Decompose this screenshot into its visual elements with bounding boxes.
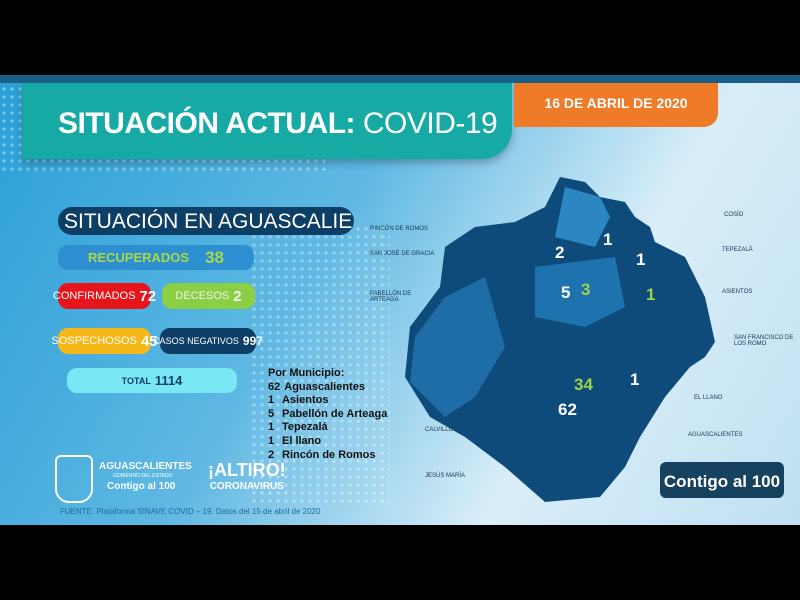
map-state-shape bbox=[405, 177, 715, 502]
date-badge: 16 DE ABRIL DE 2020 bbox=[514, 83, 718, 127]
sospechosos-pill: SOSPECHOSOS 45 bbox=[51, 328, 158, 354]
infographic-slide: SITUACIÓN ACTUAL: COVID-19 16 DE ABRIL D… bbox=[0, 75, 800, 525]
dot-pattern bbox=[250, 225, 390, 505]
coronavirus-text: CORONAVIRUS bbox=[209, 481, 284, 492]
confirmados-pill: CONFIRMADOS 72 bbox=[53, 283, 156, 309]
gov-sub: GOBIERNO DEL ESTADO bbox=[113, 473, 173, 479]
municipio-count: 2 bbox=[268, 448, 275, 461]
municipio-item: 2 Rincón de Romos bbox=[268, 449, 387, 463]
municipio-count: 62 bbox=[268, 380, 281, 393]
map-count-llano: 1 bbox=[630, 370, 640, 389]
municipio-name: Pabellón de Arteaga bbox=[282, 407, 388, 420]
contigo-al-100-logo: Contigo al 100 bbox=[660, 462, 784, 498]
altiro-text: ¡ALTIRO! bbox=[208, 460, 286, 480]
map-calvillo bbox=[410, 277, 505, 417]
map-count-tepezala: 1 bbox=[636, 250, 646, 269]
map-label-tepezala: TEPEZALÁ bbox=[722, 247, 753, 253]
altiro-logo: ¡ALTIRO! CORONAVIRUS bbox=[208, 460, 286, 492]
top-stripe bbox=[0, 75, 800, 83]
map-count-ags: 62 bbox=[558, 400, 577, 419]
municipio-name: El llano bbox=[282, 434, 322, 447]
negativos-pill: CASOS NEGATIVOS 997 bbox=[153, 328, 263, 354]
map-count-rincon: 2 bbox=[555, 243, 565, 262]
map-label-asientos: ASIENTOS bbox=[722, 289, 753, 295]
map-label-sanfrancisco: SAN FRANCISCO DE LOS ROMO bbox=[734, 335, 794, 347]
map-count-cosio: 1 bbox=[603, 230, 613, 249]
gov-name: AGUASCALIENTES bbox=[99, 461, 192, 472]
total-pill: TOTAL 1114 bbox=[67, 368, 237, 393]
page-title: SITUACIÓN ACTUAL: COVID-19 bbox=[58, 107, 498, 140]
municipio-name: Asientos bbox=[282, 394, 329, 407]
map-count-pabellon_green: 3 bbox=[581, 280, 591, 299]
map-label-jesusmaria: JESÚS MARÍA bbox=[425, 473, 466, 479]
recuperados-pill: RECUPERADOS 38 bbox=[58, 245, 254, 270]
title-banner: SITUACIÓN ACTUAL: COVID-19 bbox=[22, 83, 512, 159]
map-label-cosio: COSÍO bbox=[724, 212, 744, 218]
map-count-pabellon: 5 bbox=[561, 283, 571, 302]
map-count-ags_green: 34 bbox=[574, 375, 593, 394]
municipio-list-title: Por Municipio: bbox=[268, 367, 345, 379]
state-map bbox=[405, 177, 715, 502]
municipio-name: Rincón de Romos bbox=[282, 448, 376, 461]
municipio-item: 1 Asientos bbox=[268, 394, 387, 408]
map-label-pabellon: PABELLÓN DE ARTEAGA bbox=[370, 291, 412, 303]
map-label-calvillo: CALVILLO bbox=[425, 427, 454, 433]
map-count-asientos_green: 1 bbox=[646, 285, 656, 304]
municipio-count: 1 bbox=[268, 421, 275, 434]
municipio-item: 1 El llano bbox=[268, 435, 387, 449]
municipio-count: 5 bbox=[268, 407, 275, 420]
map-label-llano: EL LLANO bbox=[694, 395, 723, 401]
municipio-count: 1 bbox=[268, 394, 275, 407]
municipio-list: Por Municipio: 62 Aguascalientes 1 Asientos… bbox=[268, 367, 387, 462]
map-label-sanjose: SAN JOSÉ DE GRACIA bbox=[370, 251, 435, 257]
map-label-rincon: RINCÓN DE ROMOS bbox=[370, 226, 429, 232]
municipio-name: Aguascalientes bbox=[284, 380, 365, 393]
map-pabellon bbox=[535, 257, 625, 327]
coat-of-arms-icon bbox=[55, 455, 93, 503]
source-note: FUENTE. Plataforma SINAVE COVID – 19. Da… bbox=[60, 507, 321, 516]
gov-slogan: Contigo al 100 bbox=[107, 481, 176, 492]
municipio-item: 5 Pabellón de Arteaga bbox=[268, 408, 387, 422]
map-cosio bbox=[555, 187, 610, 247]
decesos-pill: DECESOS 2 bbox=[162, 283, 255, 309]
municipio-item: 62 Aguascalientes bbox=[268, 381, 387, 395]
section-subtitle: SITUACIÓN EN AGUASCALIENTES bbox=[58, 207, 354, 235]
municipio-count: 1 bbox=[268, 434, 275, 447]
municipio-name: Tepezalá bbox=[282, 421, 328, 434]
map-label-aguascalientes: AGUASCALIENTES bbox=[688, 432, 743, 438]
municipio-item: 1 Tepezalá bbox=[268, 421, 387, 435]
